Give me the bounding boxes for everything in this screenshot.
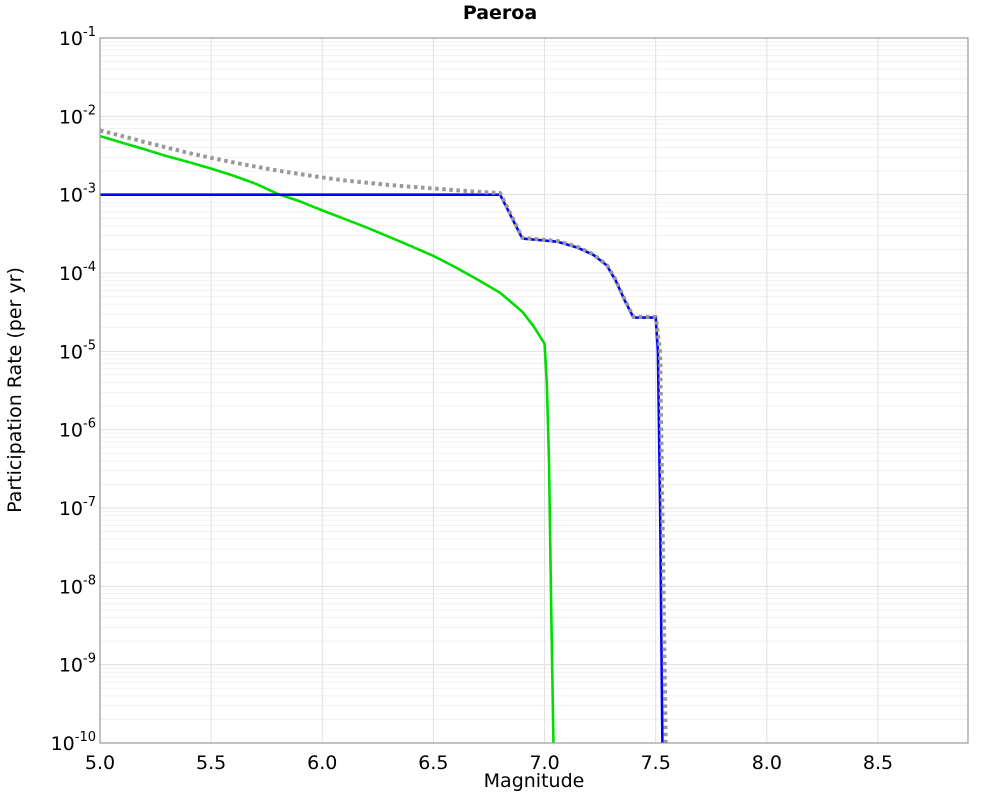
y-tick-label: 10-1 (59, 25, 96, 50)
y-tick-label: 10-3 (59, 182, 96, 207)
x-axis-label: Magnitude (483, 770, 585, 792)
x-tick-label: 8.5 (863, 752, 893, 774)
x-tick-label: 7.5 (641, 752, 671, 774)
plot-border (99, 37, 969, 744)
chart-title: Paeroa (462, 2, 538, 24)
gray-dotted-curve (99, 128, 668, 744)
x-tick-label: 6.5 (418, 752, 448, 774)
x-tick-label: 8.0 (752, 752, 782, 774)
green-curve (99, 134, 555, 744)
y-tick-label: 10-2 (59, 103, 96, 128)
x-tick-label: 5.5 (196, 752, 226, 774)
x-tick-label: 7.0 (529, 752, 559, 774)
y-tick-label: 10-8 (59, 573, 96, 598)
x-tick-label: 6.0 (307, 752, 337, 774)
y-tick-label: 10-4 (59, 260, 96, 285)
y-tick-label: 10-6 (59, 417, 96, 442)
y-tick-label: 10-5 (59, 338, 96, 363)
y-tick-label: 10-10 (51, 730, 96, 755)
y-tick-label: 10-9 (59, 652, 96, 677)
y-tick-label: 10-7 (59, 495, 96, 520)
x-tick-label: 5.0 (85, 752, 115, 774)
